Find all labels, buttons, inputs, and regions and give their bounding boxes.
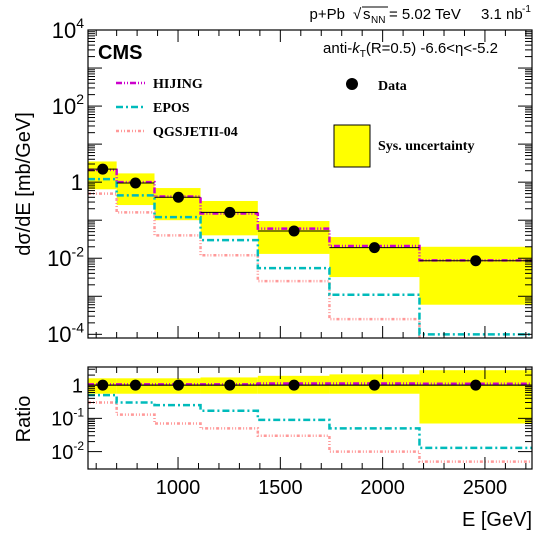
selection-prefix: anti- bbox=[323, 40, 352, 57]
data-points-top bbox=[88, 163, 532, 267]
ratio-step-epos bbox=[88, 393, 532, 450]
legend: HIJING EPOS QGSJETII-04 Data Sys. uncert… bbox=[116, 77, 474, 168]
top-y-tick-label: 104 bbox=[52, 15, 84, 43]
x-tick-label-1000: 1000 bbox=[156, 477, 201, 499]
x-tick-label-2500: 2500 bbox=[463, 477, 508, 499]
header-sqrt-symbol: √ bbox=[353, 6, 362, 23]
data-points-ratio bbox=[88, 379, 532, 391]
top-sys-band-bin-4 bbox=[200, 200, 258, 236]
ratio-sys-band-bin-7 bbox=[419, 370, 532, 424]
header-sqrt-sub: NN bbox=[371, 15, 385, 26]
top-data-point-bin-4 bbox=[224, 206, 236, 218]
x-axis-label: E [GeV] bbox=[462, 509, 532, 531]
header: p+Pb √ s NN = 5.02 TeV 3.1 nb -1 bbox=[310, 4, 532, 26]
ratio-data-point-bin-7 bbox=[470, 379, 482, 391]
top-y-tick-label: 10-4 bbox=[47, 319, 84, 347]
top-data-point-bin-6 bbox=[368, 242, 380, 254]
top-step-epos bbox=[88, 177, 532, 336]
ratio-y-tick-label: 1 bbox=[72, 375, 83, 397]
top-step-qgsjet bbox=[88, 192, 421, 338]
ratio-step-qgsjet bbox=[88, 401, 532, 463]
selection-rest: (R=0.5) -6.6<η<-5.2 bbox=[366, 40, 498, 57]
top-y-tick-label: 1 bbox=[71, 170, 83, 195]
ratio-data-point-bin-4 bbox=[224, 379, 236, 391]
legend-epos-label: EPOS bbox=[153, 101, 190, 116]
legend-data-marker bbox=[346, 78, 358, 90]
top-data-point-bin-2 bbox=[129, 177, 141, 189]
selection-k-sub: T bbox=[360, 49, 366, 60]
header-energy: = 5.02 TeV bbox=[389, 6, 461, 23]
ratio-data-point-bin-2 bbox=[129, 379, 141, 391]
top-data-point-bin-7 bbox=[470, 255, 482, 267]
ratio-data-point-bin-6 bbox=[368, 379, 380, 391]
legend-qgsjet-label: QGSJETII-04 bbox=[153, 125, 238, 140]
header-lumi-sup: -1 bbox=[522, 4, 531, 15]
header-lumi: 3.1 nb bbox=[481, 6, 523, 23]
selection-label: anti-kT(R=0.5) -6.6<η<-5.2 bbox=[323, 40, 498, 60]
ratio-y-tick-label: 10-2 bbox=[51, 439, 84, 464]
y-ticks-ratio: 1 10-1 10-2 bbox=[51, 368, 532, 464]
top-data-point-bin-5 bbox=[288, 225, 300, 237]
ratio-data-point-bin-3 bbox=[172, 379, 184, 391]
y-axis-label-ratio: Ratio bbox=[13, 396, 35, 443]
sys-bands-top bbox=[88, 161, 532, 305]
y-ticks-top: 10-4 10-2 1 102 104 bbox=[47, 15, 532, 347]
top-panel: 10-4 10-2 1 102 104 CMS anti-kT(R=0.5) -6.6<… bbox=[13, 15, 533, 347]
experiment-label: CMS bbox=[98, 42, 142, 64]
ratio-data-point-bin-5 bbox=[288, 379, 300, 391]
top-y-tick-label: 10-2 bbox=[47, 243, 84, 271]
x-tick-label-1500: 1500 bbox=[258, 477, 303, 499]
ratio-panel: 1 10-1 10-2 1000 1500 2000 2500 Ratio E [GeV] bbox=[13, 366, 533, 531]
y-axis-label-top: dσ/dE [mb/GeV] bbox=[13, 112, 35, 256]
ratio-y-tick-label: 10-1 bbox=[51, 406, 84, 431]
x-ticks-top bbox=[95, 30, 527, 338]
top-y-tick-label: 102 bbox=[52, 91, 84, 119]
ratio-data-point-bin-1 bbox=[97, 379, 109, 391]
legend-sys-swatch bbox=[333, 124, 371, 168]
x-tick-label-2000: 2000 bbox=[360, 477, 405, 499]
selection-k: k bbox=[352, 40, 361, 57]
legend-data-label: Data bbox=[378, 79, 407, 94]
legend-sys-label: Sys. uncertainty bbox=[378, 139, 474, 154]
top-data-point-bin-1 bbox=[97, 163, 109, 175]
header-sqrt-arg: s bbox=[363, 6, 371, 23]
legend-hijing-label: HIJING bbox=[153, 77, 203, 92]
header-system: p+Pb bbox=[310, 6, 345, 23]
top-data-point-bin-3 bbox=[172, 191, 184, 203]
x-ticks-ratio: 1000 1500 2000 2500 bbox=[95, 367, 527, 499]
